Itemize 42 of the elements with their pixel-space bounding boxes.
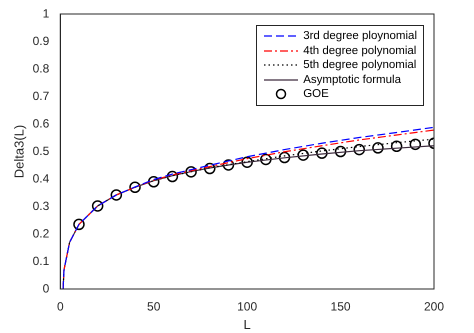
- point: [204, 162, 216, 174]
- point: [110, 189, 122, 201]
- point: [185, 166, 197, 178]
- point: [166, 170, 178, 182]
- x-tick-label: 100: [237, 300, 258, 314]
- point: [410, 138, 422, 150]
- x-tick-label: 150: [330, 300, 351, 314]
- x-tick-label: 200: [424, 300, 444, 314]
- y-tick-label: 0.7: [32, 88, 50, 103]
- legend-label: GOE: [303, 87, 329, 102]
- x-axis-title: L: [244, 316, 251, 332]
- x-tick-label: 0: [56, 300, 64, 314]
- legend-label: 3rd degree ploynomial: [303, 29, 417, 44]
- y-tick-label: 0.8: [32, 61, 50, 76]
- y-tick-label: 0.5: [32, 144, 50, 158]
- y-axis-title: Delta3(L): [11, 124, 26, 178]
- point: [297, 149, 309, 161]
- point: [129, 182, 141, 193]
- point: [316, 147, 328, 159]
- point: [92, 200, 104, 212]
- y-tick-label: 0.4: [32, 171, 50, 186]
- point: [73, 218, 85, 230]
- point: [278, 152, 290, 164]
- legend-label: Asymptotic formula: [303, 72, 401, 87]
- point: [260, 154, 272, 166]
- point: [372, 142, 384, 154]
- point: [241, 156, 253, 168]
- y-tick-label: 0.2: [32, 226, 50, 240]
- legend-label: 5th degree polynomial: [303, 58, 416, 72]
- y-tick-label: 0: [42, 281, 50, 296]
- y-tick-label: 1: [42, 6, 50, 20]
- x-tick-label: 50: [147, 300, 161, 314]
- y-tick-label: 0.3: [32, 198, 50, 213]
- point: [354, 144, 366, 156]
- legend-label: 4th degree polynomial: [303, 44, 416, 58]
- point: [222, 159, 234, 171]
- y-tick-label: 0.1: [32, 254, 50, 268]
- y-tick-label: 0.6: [32, 116, 50, 130]
- y-tick-label: 0.9: [32, 34, 50, 48]
- point: [390, 140, 402, 152]
- point: [148, 176, 160, 188]
- point: [334, 146, 346, 158]
